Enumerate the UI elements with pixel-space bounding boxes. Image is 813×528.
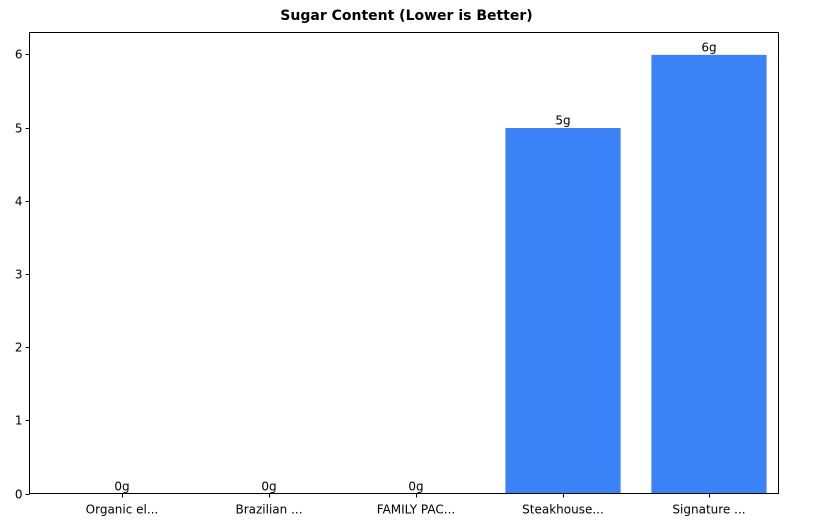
y-tick-label: 0	[15, 488, 23, 502]
y-tick-label: 4	[15, 195, 23, 209]
data-label: 0g	[114, 480, 129, 494]
data-label: 0g	[261, 480, 276, 494]
y-tick-label: 5	[15, 122, 23, 136]
x-tick-label: Signature ...	[672, 503, 745, 517]
x-tick-label: Organic el...	[86, 503, 159, 517]
bar	[504, 127, 622, 494]
plot-frame	[29, 32, 779, 494]
bar	[650, 54, 768, 494]
x-tick-label: Steakhouse...	[522, 503, 604, 517]
y-tick-label: 3	[15, 268, 23, 282]
chart-title: Sugar Content (Lower is Better)	[280, 8, 533, 24]
data-label: 6g	[701, 40, 716, 54]
data-label: 0g	[408, 480, 423, 494]
y-tick-label: 2	[15, 341, 23, 355]
y-tick-label: 6	[15, 48, 23, 62]
data-label: 5g	[555, 114, 570, 128]
y-tick-label: 1	[15, 414, 23, 428]
x-tick-label: FAMILY PAC...	[377, 503, 455, 517]
x-tick-label: Brazilian ...	[235, 503, 302, 517]
